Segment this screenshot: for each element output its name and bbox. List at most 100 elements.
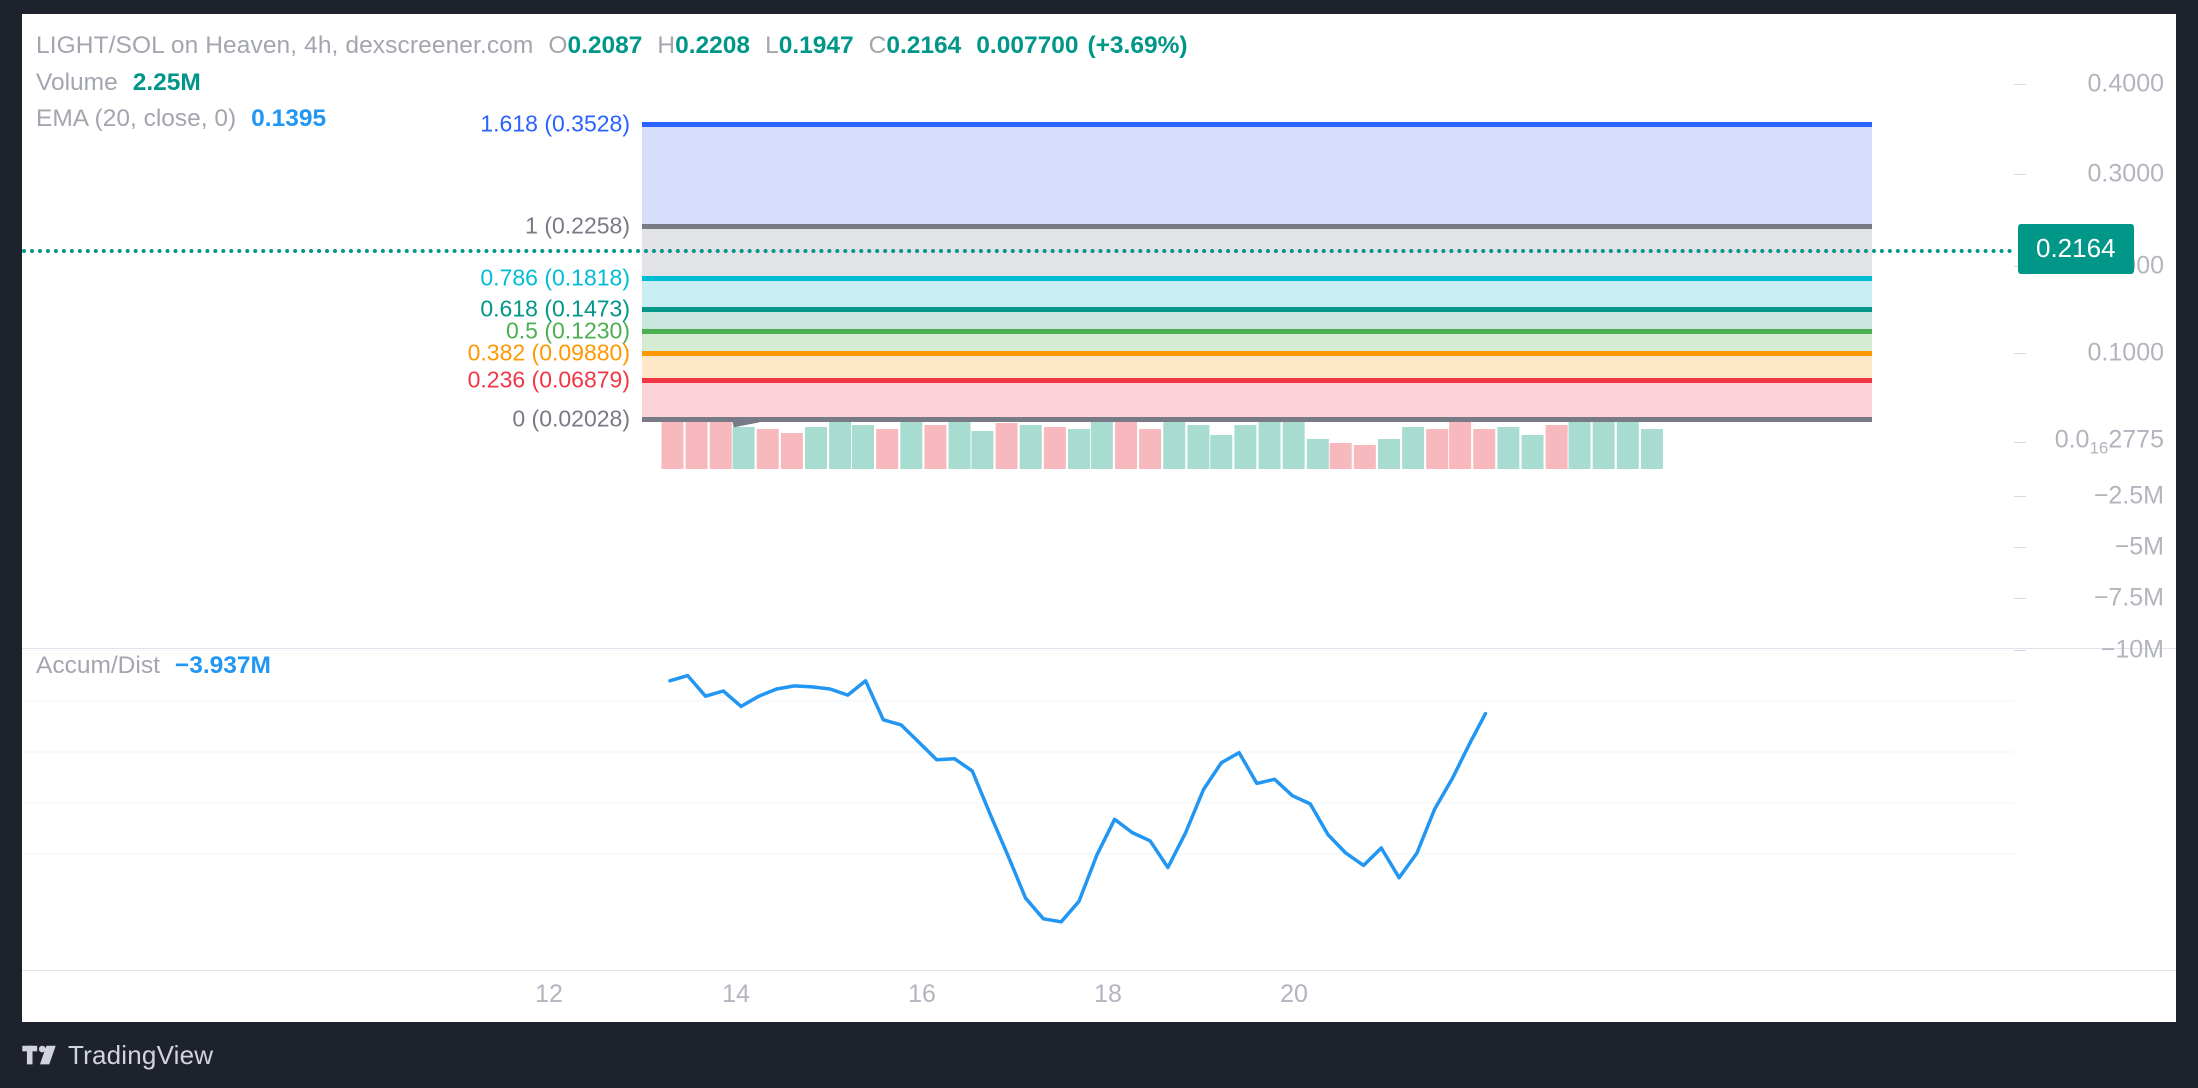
ad-axis-label-0: −2.5M xyxy=(2093,481,2164,510)
price-axis-label-4: 0.0162775 xyxy=(2054,425,2164,458)
time-axis-label-16: 16 xyxy=(908,980,936,1008)
volume-bar xyxy=(1402,427,1425,469)
volume-bar xyxy=(1163,417,1186,469)
volume-bar xyxy=(1234,425,1257,469)
volume-bar xyxy=(1019,425,1042,469)
tradingview-mark-icon xyxy=(22,1045,56,1064)
ad-axis-tick-0 xyxy=(2014,496,2026,497)
volume-bar xyxy=(709,421,732,469)
ad-axis-label-1: −5M xyxy=(2114,532,2164,561)
ad-axis-tick-1 xyxy=(2014,547,2026,548)
price-axis-tick-0 xyxy=(2014,84,2026,85)
ad-axis-label-3: −10M xyxy=(2100,635,2164,664)
fib-band-5 xyxy=(642,353,1872,380)
price-pane[interactable]: 1.618 (0.3528) 1 (0.2258) 0.786 (0.1818) 0.… xyxy=(22,14,2014,648)
volume-bar xyxy=(1640,429,1663,469)
volume-bar xyxy=(1306,439,1329,469)
fib-level-label-0: 0 (0.02028) xyxy=(512,405,630,432)
fib-level-label-0.236: 0.236 (0.06879) xyxy=(467,366,630,393)
volume-bar xyxy=(1473,429,1496,469)
volume-bar xyxy=(1139,429,1162,469)
price-axis-tick-4 xyxy=(2014,442,2026,443)
volume-bar xyxy=(805,427,828,469)
volume-bar xyxy=(1353,445,1376,469)
fib-band-2 xyxy=(642,278,1872,309)
volume-bar xyxy=(1545,425,1568,469)
volume-bar xyxy=(1067,429,1090,469)
fib-level-label-1.618: 1.618 (0.3528) xyxy=(480,110,630,137)
volume-bar xyxy=(1449,419,1472,469)
last-price-tag[interactable]: 0.2164 xyxy=(2018,224,2134,274)
fib-band-6 xyxy=(642,380,1872,419)
volume-bar xyxy=(1043,427,1066,469)
ad-axis-tick-2 xyxy=(2014,598,2026,599)
fib-level-label-0.5: 0.5 (0.1230) xyxy=(505,317,630,344)
pane-separator[interactable] xyxy=(22,648,2176,649)
fib-band-3 xyxy=(642,309,1872,331)
volume-bar xyxy=(1568,407,1591,469)
volume-bar xyxy=(1521,435,1544,469)
volume-bar xyxy=(1187,425,1210,469)
fib-level-line-0[interactable] xyxy=(642,417,1872,422)
price-axis-tick-3 xyxy=(2014,353,2026,354)
accum-dist-value: −3.937M xyxy=(174,652,271,679)
accum-dist-canvas xyxy=(22,650,2014,924)
fib-level-line-1[interactable] xyxy=(642,224,1872,229)
fib-level-line-0.618[interactable] xyxy=(642,307,1872,312)
time-axis-label-18: 18 xyxy=(1094,980,1122,1008)
time-axis-label-12: 12 xyxy=(535,980,563,1008)
volume-bar xyxy=(1090,407,1113,469)
fib-level-label-0.382: 0.382 (0.09880) xyxy=(467,339,630,366)
time-axis-label-20: 20 xyxy=(1280,980,1308,1008)
volume-bar xyxy=(1616,407,1639,469)
volume-bar xyxy=(1210,435,1233,469)
volume-bar xyxy=(1377,439,1400,469)
fib-level-label-0.786: 0.786 (0.1818) xyxy=(480,264,630,291)
fib-level-line-0.5[interactable] xyxy=(642,329,1872,334)
price-axis-label-1: 0.3000 xyxy=(2087,159,2164,188)
accum-dist-legend[interactable]: Accum/Dist −3.937M xyxy=(36,652,271,679)
volume-bar xyxy=(780,433,803,469)
footer-bar: TradingView xyxy=(0,1022,2198,1088)
time-axis-divider xyxy=(22,970,2176,971)
volume-bar xyxy=(1329,443,1352,469)
price-axis-label-0: 0.4000 xyxy=(2087,69,2164,98)
volume-bar xyxy=(852,425,875,469)
volume-histogram xyxy=(661,296,1663,469)
time-axis-label-14: 14 xyxy=(722,980,750,1008)
fib-level-line-0.382[interactable] xyxy=(642,351,1872,356)
fib-band-0 xyxy=(642,124,1872,226)
volume-bar xyxy=(756,429,779,469)
ad-axis-tick-3 xyxy=(2014,650,2026,651)
volume-bar xyxy=(829,421,852,469)
fib-level-label-0.618: 0.618 (0.1473) xyxy=(480,295,630,322)
accum-dist-pane[interactable]: Accum/Dist −3.937M xyxy=(22,650,2014,968)
fib-level-label-1: 1 (0.2258) xyxy=(525,212,630,239)
volume-bar xyxy=(900,419,923,469)
volume-bar xyxy=(1426,429,1449,469)
fib-level-line-0.786[interactable] xyxy=(642,276,1872,281)
volume-bar xyxy=(876,429,899,469)
volume-bar xyxy=(995,423,1018,469)
fib-band-4 xyxy=(642,331,1872,353)
time-axis[interactable]: 12 14 16 18 20 xyxy=(22,970,2176,1022)
last-price-line xyxy=(22,249,2014,253)
tradingview-wordmark: TradingView xyxy=(68,1040,214,1070)
accum-dist-line xyxy=(668,673,1488,924)
volume-bar xyxy=(924,425,947,469)
volume-bar xyxy=(948,417,971,469)
fib-level-line-1.618[interactable] xyxy=(642,122,1872,127)
volume-bar xyxy=(732,427,755,469)
volume-bar xyxy=(1497,427,1520,469)
price-axis-tick-1 xyxy=(2014,174,2026,175)
chart-card: 1.618 (0.3528) 1 (0.2258) 0.786 (0.1818) 0.… xyxy=(22,14,2176,1022)
tradingview-logo[interactable]: TradingView xyxy=(22,1040,213,1071)
volume-bar xyxy=(971,431,994,469)
fib-level-line-0.236[interactable] xyxy=(642,378,1872,383)
ad-axis-label-2: −7.5M xyxy=(2093,583,2164,612)
price-axis-label-3: 0.1000 xyxy=(2087,338,2164,367)
accum-dist-label: Accum/Dist xyxy=(36,652,160,679)
volume-bar xyxy=(1258,419,1281,469)
